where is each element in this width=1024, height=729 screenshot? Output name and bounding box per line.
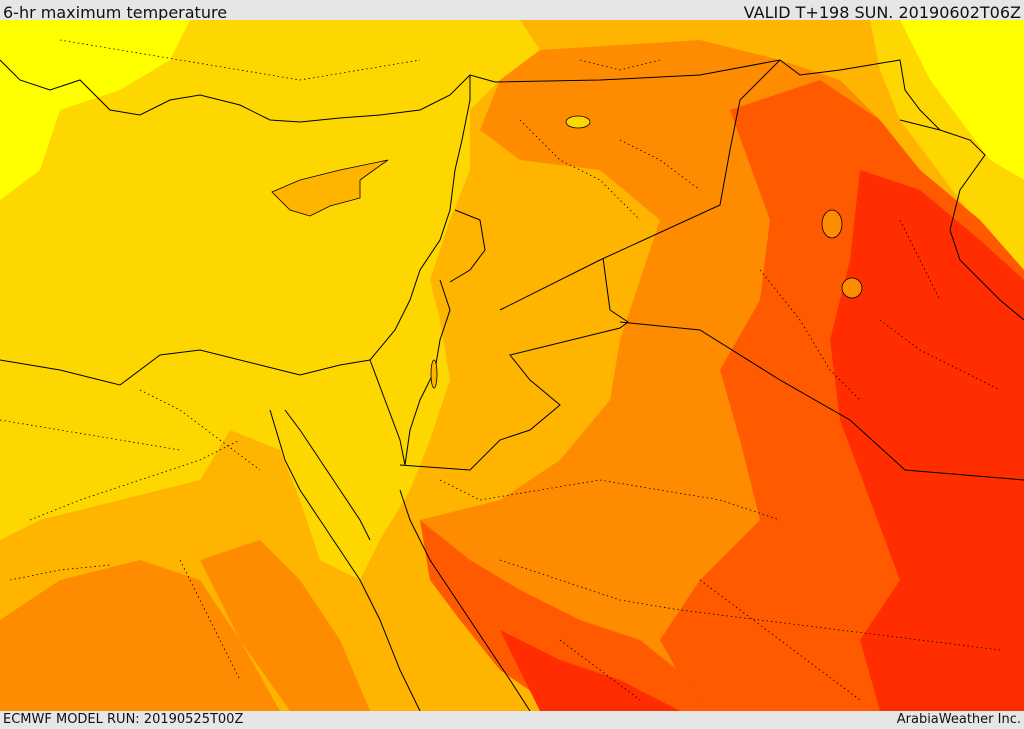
coastline-turkey <box>0 59 471 123</box>
border-jordan-saudi <box>399 257 629 471</box>
model-run-label: ECMWF MODEL RUN: 20190525T00Z <box>3 712 244 727</box>
field-yellow-nw <box>0 20 190 200</box>
coastline-redsea-east <box>399 489 531 711</box>
field-red-saudi <box>500 630 680 711</box>
field-yellow-ne <box>900 20 1024 180</box>
provincial-boundaries <box>0 39 1001 701</box>
field-gold-ne <box>870 20 1024 270</box>
coastline-levant <box>0 74 496 386</box>
field-orange-redsea <box>200 540 370 711</box>
field-redorange-saudi-west <box>420 520 700 711</box>
field-orange-south-egypt <box>0 560 280 711</box>
field-red-gulf <box>830 170 1024 711</box>
brand-label: ArabiaWeather Inc. <box>896 712 1021 727</box>
border-syria-lebanon <box>449 209 486 283</box>
coastline-gulf <box>899 119 1024 321</box>
lake-habbaniyah <box>841 277 863 299</box>
border-egypt-israel <box>369 359 406 466</box>
border-syria-iraq-south <box>499 59 781 311</box>
coastline-redsea-west <box>269 409 421 711</box>
cyprus-outline <box>271 159 389 217</box>
bottom-bar <box>0 711 1024 729</box>
valid-time-label: VALID T+198 SUN. 20190602T06Z <box>743 3 1021 22</box>
temperature-map[interactable] <box>0 20 1024 711</box>
field-gold-egypt <box>0 400 230 540</box>
map-title: 6-hr maximum temperature <box>3 3 228 22</box>
dead-sea <box>430 359 438 389</box>
field-gold-sinai <box>300 370 410 540</box>
lake-tharthar <box>821 209 843 239</box>
border-iraq-saudi <box>619 321 1024 481</box>
coastline-suez <box>284 409 371 541</box>
top-bar <box>0 0 1024 20</box>
border-syria-iraq <box>494 59 941 131</box>
lake-assad <box>565 115 591 129</box>
